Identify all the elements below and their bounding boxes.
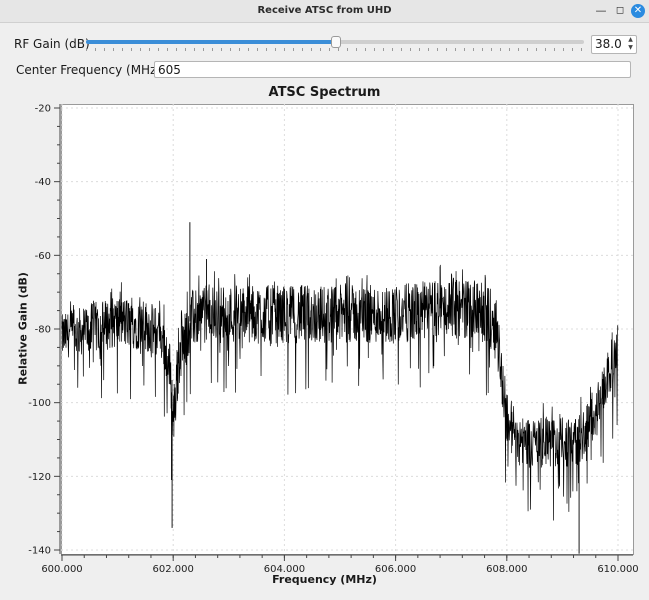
x-tick-label: 606.000: [375, 564, 416, 575]
y-tick-label: -40: [35, 177, 51, 188]
x-tick-label: 610.000: [597, 564, 638, 575]
y-tick-label: -80: [35, 325, 51, 336]
x-axis-label: Frequency (MHz): [272, 573, 377, 586]
y-tick-label: -140: [28, 546, 51, 557]
minimize-icon[interactable]: —: [595, 4, 607, 17]
plot-title: ATSC Spectrum: [268, 85, 381, 100]
y-tick-label: -100: [28, 398, 51, 409]
spectrum-trace: [61, 264, 619, 521]
x-tick-label: 604.000: [264, 564, 305, 575]
window-title: Receive ATSC from UHD: [257, 5, 392, 16]
rf-gain-value[interactable]: 38.0: [595, 37, 622, 51]
y-tick-label: -120: [28, 472, 51, 483]
y-axis-label: Relative Gain (dB): [16, 272, 30, 385]
close-icon[interactable]: ✕: [631, 4, 645, 18]
x-tick-label: 602.000: [153, 564, 194, 575]
y-tick-label: -60: [35, 251, 51, 262]
rf-gain-slider[interactable]: [86, 36, 584, 48]
maximize-icon[interactable]: ◻: [615, 5, 625, 16]
rf-gain-label: RF Gain (dB): [14, 37, 90, 51]
window-titlebar: Receive ATSC from UHD — ◻ ✕: [0, 0, 649, 23]
rf-gain-slider-ticks: [86, 48, 584, 51]
rf-gain-spinbox[interactable]: 38.0 ▲ ▼: [591, 35, 637, 54]
x-tick-label: 608.000: [486, 564, 527, 575]
x-tick-label: 600.000: [41, 564, 82, 575]
rf-gain-slider-fill: [86, 40, 335, 44]
center-frequency-label: Center Frequency (MHz):: [16, 63, 166, 77]
y-tick-label: -20: [35, 104, 51, 115]
spin-arrows-icon[interactable]: ▲ ▼: [628, 36, 633, 51]
rf-gain-slider-handle[interactable]: [331, 36, 341, 48]
center-frequency-input[interactable]: 605: [154, 61, 631, 78]
